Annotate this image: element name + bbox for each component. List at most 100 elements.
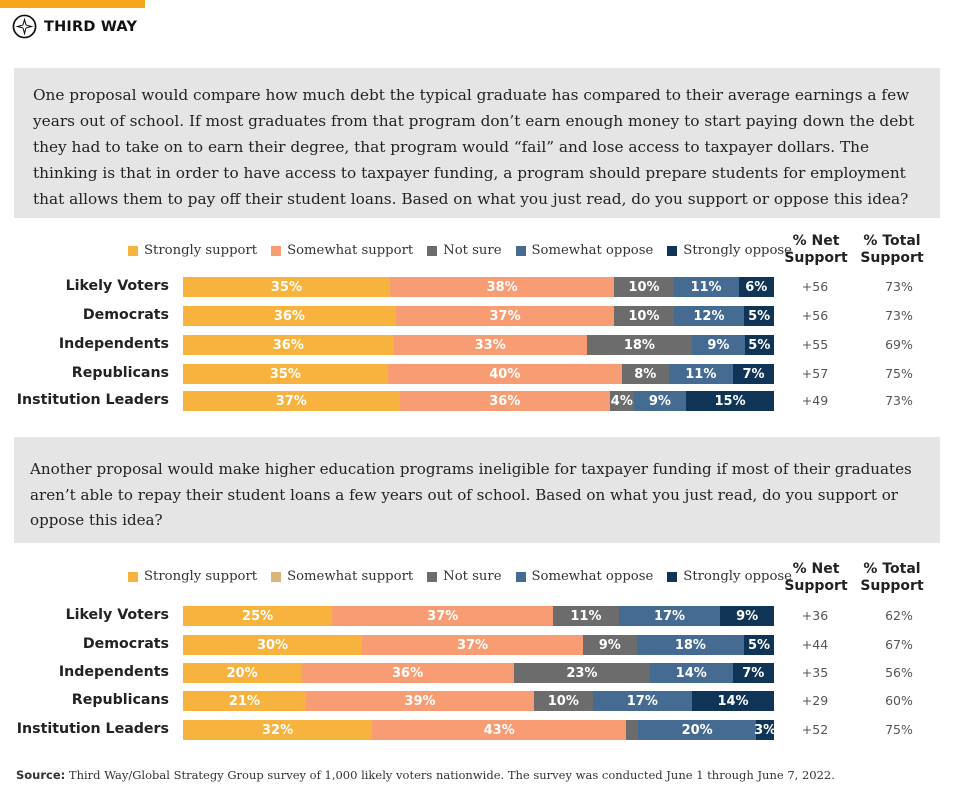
total-support-value: 69% (885, 337, 913, 352)
data-label: 35% (270, 279, 302, 295)
data-label: 23% (566, 665, 598, 681)
bar-segment: 7% (732, 663, 774, 683)
stacked-bar: 36% 33% 18% 9% 5% (183, 335, 774, 355)
legend-label: Somewhat oppose (531, 569, 654, 584)
bar-segment: 43% (372, 720, 627, 740)
bar-segment: 21% (183, 691, 306, 711)
category-label: Likely Voters (65, 607, 169, 623)
data-label: 11% (685, 366, 717, 382)
bar-segment: 33% (393, 335, 587, 355)
data-label: 37% (489, 308, 521, 324)
data-label: 7% (742, 665, 765, 681)
legend-swatch (128, 571, 138, 582)
bar-segment: 17% (592, 691, 693, 711)
stacked-bar: 37% 36% 4% 9% 15% (183, 391, 774, 411)
legend-label: Strongly support (144, 569, 258, 584)
bar-segment: 32% (183, 720, 373, 740)
data-label: 10% (547, 693, 579, 709)
bar-segment: 36% (183, 306, 396, 326)
legend-swatch (667, 245, 678, 256)
legend-swatch (128, 245, 138, 256)
bar-segment: 14% (649, 663, 733, 683)
bar-segment: 35% (183, 277, 390, 297)
question-1: One proposal would compare how much debt… (14, 68, 940, 218)
legend-swatch (427, 571, 438, 582)
total-support-value: 62% (885, 608, 913, 623)
brand-name: THIRD WAY (44, 18, 138, 35)
legend-swatch (515, 571, 526, 582)
data-label: 7% (742, 366, 765, 382)
legend-item: Somewhat support (271, 243, 413, 258)
bar-segment: 9% (633, 391, 687, 411)
stacked-bar: 25% 37% 11% 17% 9% (183, 606, 774, 626)
data-label: 18% (674, 637, 706, 653)
bar-segment: 25% (183, 606, 333, 626)
net-support-value: +56 (801, 308, 829, 323)
stacked-bar: 32% 43% 20% 3% (183, 720, 776, 740)
stacked-bar: 35% 40% 8% 11% 7% (183, 364, 774, 384)
total-support-header: % Total Support (860, 233, 924, 266)
category-label: Democrats (82, 636, 169, 652)
data-label: 15% (714, 393, 746, 409)
legend-label: Strongly oppose (683, 243, 792, 258)
data-label: 36% (392, 665, 424, 681)
data-label: 9% (648, 393, 671, 409)
bar-segment: 9% (720, 606, 774, 626)
bar-segment: 36% (301, 663, 514, 683)
data-label: 5% (748, 308, 771, 324)
bar-segment: 37% (395, 306, 615, 326)
data-label: 20% (226, 665, 258, 681)
bar-segment: 9% (692, 335, 745, 355)
total-support-value: 73% (885, 393, 913, 408)
legend-item: Strongly oppose (667, 569, 792, 584)
bar-segment: 9% (582, 635, 637, 655)
bar-segment: 10% (534, 691, 593, 711)
category-label: Republicans (71, 365, 169, 381)
legend-item: Somewhat oppose (515, 243, 653, 258)
bar-segment: 37% (362, 635, 583, 655)
bar-segment: 7% (733, 364, 774, 384)
legend-item: Not sure (427, 569, 502, 584)
total-support-value: 75% (885, 722, 913, 737)
data-label: 32% (261, 722, 294, 738)
legend-item: Strongly support (128, 243, 257, 258)
legend-label: Somewhat support (287, 243, 414, 258)
category-label: Institution Leaders (16, 392, 169, 408)
legend-label: Not sure (443, 243, 502, 258)
legend-swatch (515, 245, 526, 256)
data-label: 12% (693, 308, 725, 324)
data-label: 36% (272, 337, 304, 353)
bar-segment: 10% (614, 277, 674, 297)
net-support-value: +35 (801, 665, 829, 680)
bar-segment: 11% (673, 277, 739, 297)
data-label: 36% (273, 308, 305, 324)
legend-label: Not sure (443, 569, 502, 584)
stacked-bar: 20% 36% 23% 14% 7% (183, 663, 774, 683)
brand-logo[interactable]: THIRD WAY (12, 14, 137, 39)
net-support-value: +29 (801, 693, 829, 708)
total-support-value: 60% (885, 693, 913, 708)
bar-segment: 8% (621, 364, 669, 384)
bar-segment: 11% (668, 364, 733, 384)
legend-item: Somewhat oppose (515, 569, 654, 584)
stacked-bar: 36% 37% 10% 12% 5% (183, 306, 774, 326)
net-support-header: % Net Support (784, 233, 848, 266)
net-support-value: +52 (801, 722, 829, 737)
data-label: 5% (748, 637, 771, 653)
chart-1-legend: Strongly support Somewhat support Not su… (128, 243, 792, 258)
bar-segment: 18% (636, 635, 745, 655)
net-support-value: +57 (801, 366, 829, 381)
data-label: 37% (275, 393, 307, 409)
data-label: 9% (736, 608, 759, 624)
net-support-header: % Net Support (784, 561, 848, 594)
data-label: 11% (690, 279, 722, 295)
legend-label: Strongly oppose (683, 569, 792, 584)
data-label: 40% (489, 366, 521, 382)
bar-segment: 30% (183, 635, 363, 655)
bar-segment: 23% (513, 663, 650, 683)
data-label: 10% (628, 308, 660, 324)
bar-segment: 17% (618, 606, 721, 626)
data-label: 20% (681, 722, 713, 738)
brand-accent-bar (0, 0, 145, 8)
data-label: 21% (228, 693, 260, 709)
